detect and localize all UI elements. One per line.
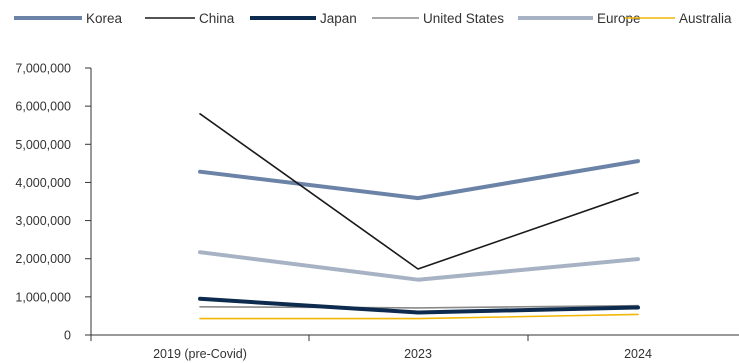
legend-label-japan: Japan	[320, 11, 357, 26]
series-line-japan	[198, 296, 640, 315]
y-axis: 0 1,000,000 2,000,000 3,000,000 4,000,000 5,0…	[15, 62, 92, 343]
legend-label-united-states: United States	[423, 11, 504, 26]
chart-legend: Korea China Japan United States Europe Austra…	[14, 11, 732, 26]
x-tick-label: 2023	[404, 347, 432, 361]
x-tick-label: 2019 (pre-Covid)	[153, 347, 247, 361]
series-line-china	[199, 113, 639, 270]
y-tick-label: 1,000,000	[15, 290, 71, 304]
y-tick-label: 3,000,000	[15, 214, 71, 228]
y-tick-label: 4,000,000	[15, 176, 71, 190]
y-tick-label: 5,000,000	[15, 138, 71, 152]
series-line-united-states	[199, 304, 639, 309]
y-tick-label: 2,000,000	[15, 252, 71, 266]
series-line-korea	[198, 159, 640, 201]
series-lines	[198, 113, 640, 320]
series-line-europe	[198, 250, 640, 282]
y-tick-label: 6,000,000	[15, 100, 71, 114]
legend-label-korea: Korea	[86, 11, 123, 26]
y-tick-label: 0	[64, 329, 71, 343]
x-tick-label: 2024	[624, 347, 652, 361]
series-line-australia	[199, 313, 639, 320]
legend-label-europe: Europe	[597, 11, 641, 26]
y-tick-label: 7,000,000	[15, 62, 71, 76]
legend-label-australia: Australia	[679, 11, 732, 26]
x-axis: 2019 (pre-Covid) 2023 2024	[90, 334, 739, 361]
legend-label-china: China	[199, 11, 235, 26]
